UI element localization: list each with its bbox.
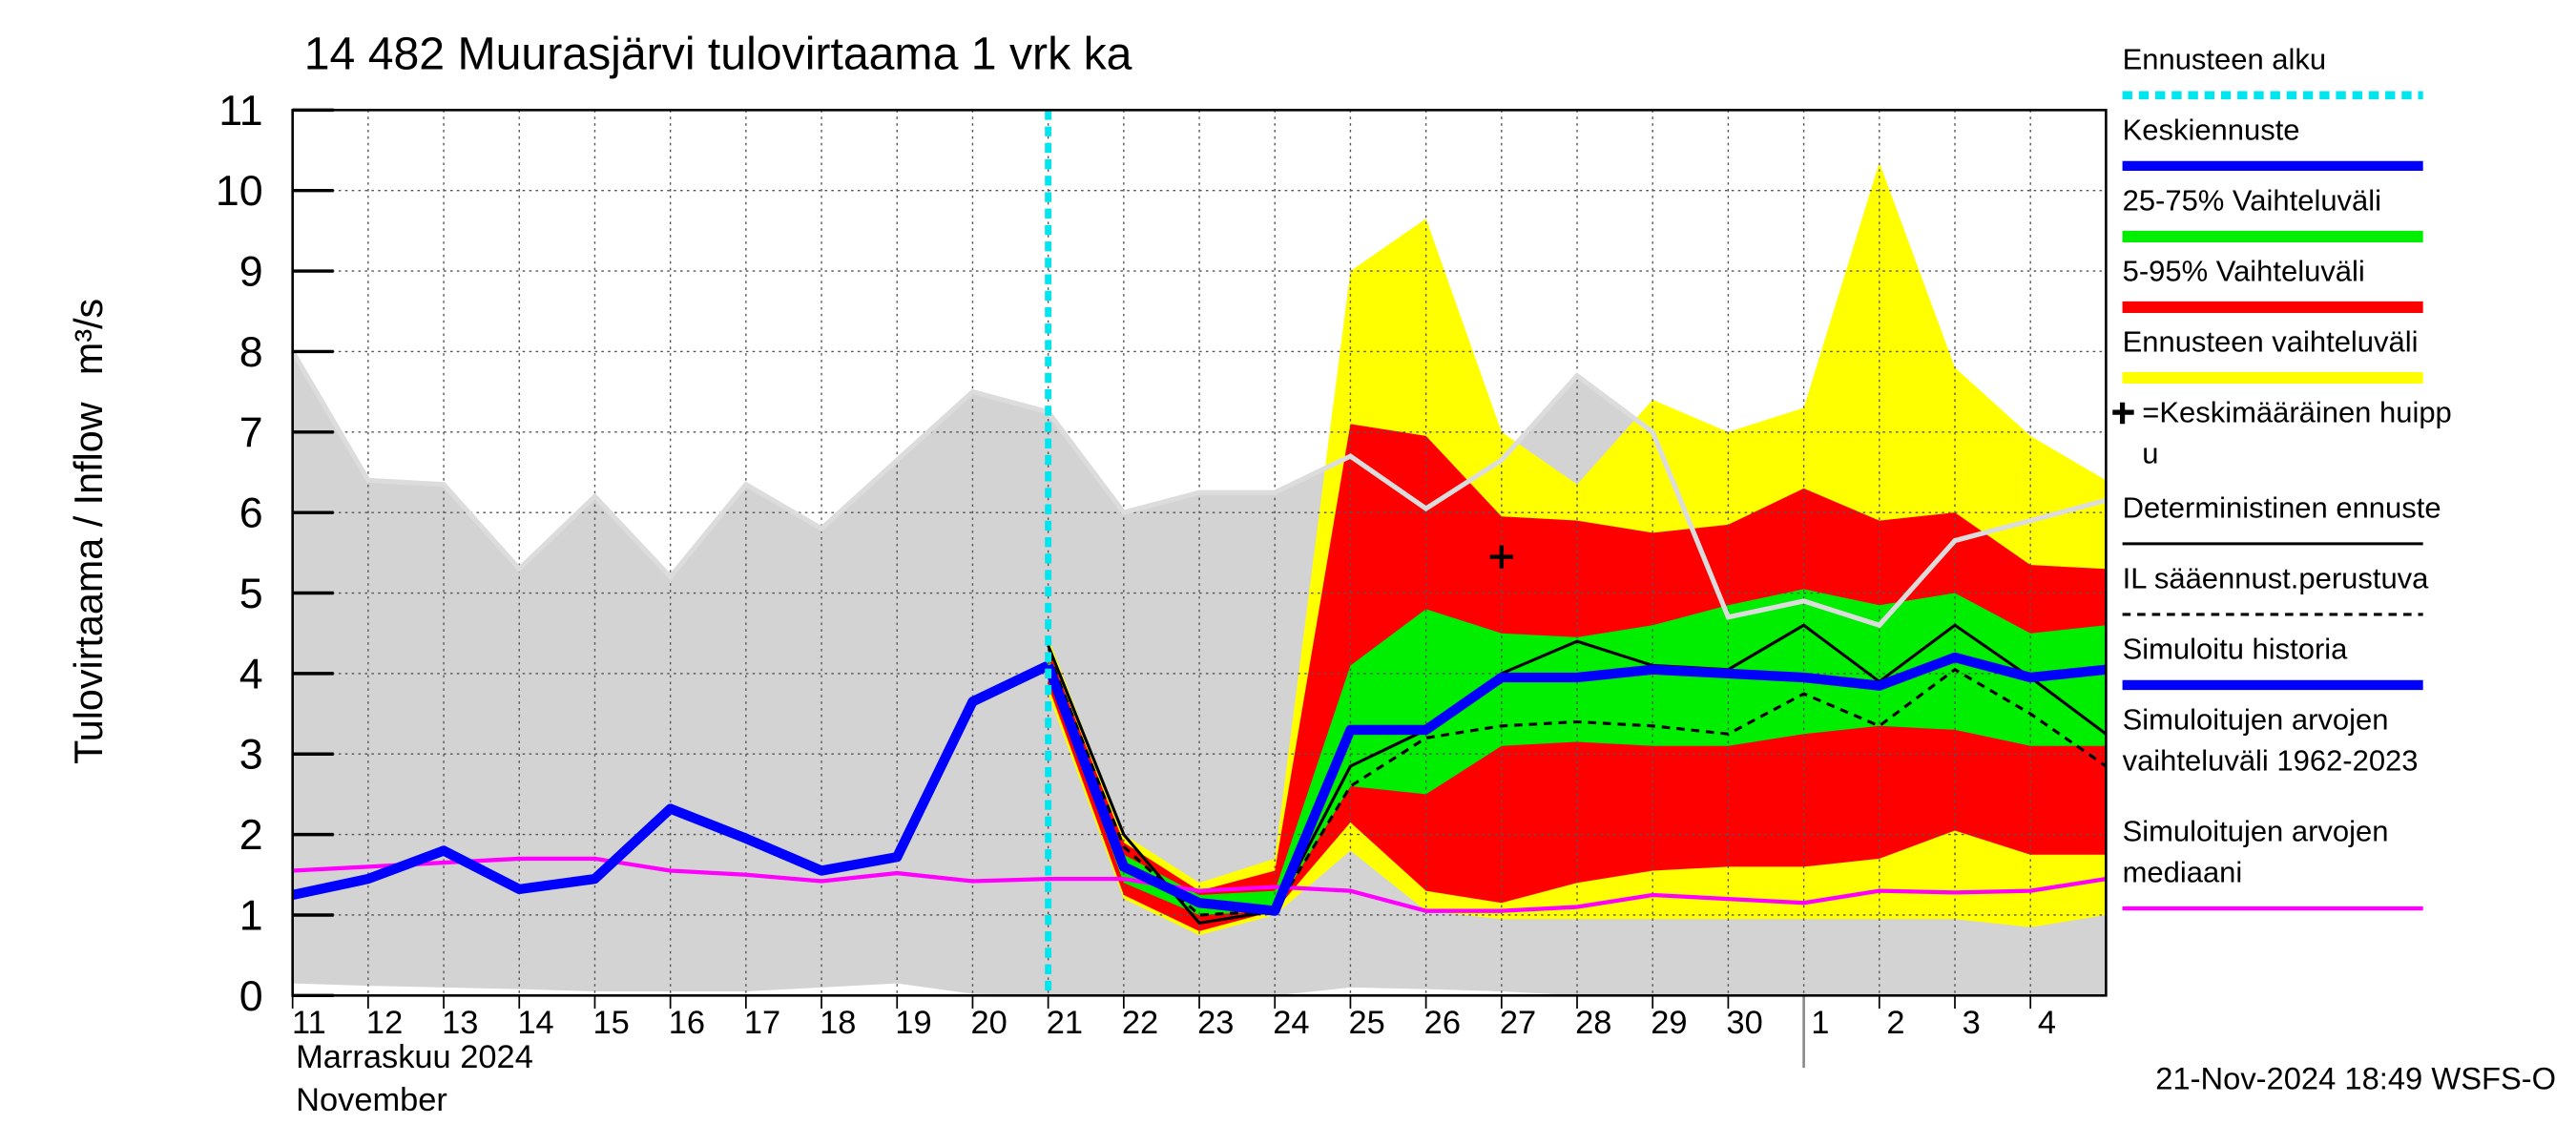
- series-line: [292, 856, 2107, 913]
- x-tick-label: 4: [2038, 1005, 2056, 1041]
- y-tick-label: 8: [239, 328, 263, 376]
- x-tick-label: 29: [1651, 1005, 1687, 1041]
- x-tick-label: 2: [1886, 1005, 1904, 1041]
- x-tick-label: 21: [1047, 1005, 1083, 1041]
- y-tick-label: 9: [239, 248, 263, 296]
- x-tick-label: 11: [292, 1005, 326, 1041]
- plot-frame: [291, 109, 2108, 997]
- x-tick-label: 28: [1575, 1005, 1611, 1041]
- legend-label: mediaani: [2123, 856, 2243, 889]
- series-line: [1047, 653, 2108, 917]
- x-tick-label: 3: [1963, 1005, 1981, 1041]
- y-tick-label: 4: [239, 650, 263, 697]
- legend-label: Ennusteen vaihteluväli: [2123, 324, 2419, 358]
- x-tick-label: 12: [366, 1005, 403, 1041]
- x-tick-label: 25: [1348, 1005, 1384, 1041]
- legend-label: Keskiennuste: [2123, 113, 2300, 146]
- x-tick-label: 17: [744, 1005, 780, 1041]
- x-sublabel: Marraskuu 2024: [296, 1039, 533, 1075]
- x-tick-label: 23: [1197, 1005, 1234, 1041]
- series-line: [1043, 652, 2107, 916]
- legend-label: Simuloitu historia: [2123, 632, 2349, 665]
- y-tick-label: 7: [239, 408, 263, 456]
- legend-label: 25-75% Vaihteluväli: [2123, 183, 2381, 217]
- x-tick-label: 20: [971, 1005, 1008, 1041]
- x-tick-label: 27: [1500, 1005, 1536, 1041]
- y-tick-label: 11: [218, 87, 262, 135]
- legend-label: u: [2142, 437, 2158, 470]
- series-line: [291, 660, 1050, 901]
- x-tick-label: 14: [517, 1005, 553, 1041]
- y-tick-label: 6: [239, 489, 263, 537]
- y-tick-label: 2: [239, 811, 263, 859]
- x-tick-label: 24: [1273, 1005, 1309, 1041]
- legend-label: Deterministinen ennuste: [2123, 490, 2441, 524]
- x-tick-label: 15: [593, 1005, 630, 1041]
- x-tick-label: 19: [895, 1005, 931, 1041]
- x-sublabel: November: [296, 1082, 447, 1118]
- y-tick-label: 5: [239, 570, 263, 617]
- x-tick-label: 26: [1424, 1005, 1461, 1041]
- y-tick-label: 1: [239, 891, 263, 939]
- legend-label: Simuloitujen arvojen: [2123, 814, 2389, 847]
- x-tick-label: 30: [1726, 1005, 1762, 1041]
- y-tick-label: 0: [239, 972, 263, 1020]
- legend-label: IL sääennust.perustuva: [2123, 561, 2430, 594]
- legend-label: Simuloitujen arvojen: [2123, 702, 2389, 736]
- legend-marker: [2112, 402, 2134, 425]
- band-edge: [290, 350, 2108, 629]
- footer: 21-Nov-2024 18:49 WSFS-O: [2155, 1060, 2556, 1095]
- x-tick-label: 22: [1122, 1005, 1158, 1041]
- peak-marker: [1489, 545, 1513, 569]
- series-line: [1047, 623, 2108, 925]
- x-tick-label: 13: [442, 1005, 478, 1041]
- y-axis-unit: m³/s: [67, 299, 111, 375]
- x-tick-label: 1: [1811, 1005, 1829, 1041]
- legend-label: Ennusteen alku: [2123, 42, 2327, 75]
- lines-layer: [290, 110, 2108, 996]
- legend-label: vaihteluväli 1962-2023: [2123, 743, 2419, 777]
- y-tick-label: 3: [239, 731, 263, 779]
- x-tick-label: 16: [669, 1005, 705, 1041]
- x-tick-label: 18: [820, 1005, 856, 1041]
- legend-label: =Keskimääräinen huipp: [2142, 395, 2452, 428]
- chart-title: 14 482 Muurasjärvi tulovirtaama 1 vrk ka: [304, 28, 1132, 79]
- band-area: [1048, 589, 2107, 915]
- legend-label: 5-95% Vaihteluväli: [2123, 254, 2365, 287]
- y-axis-label: Tulovirtaama / Inflow: [67, 402, 111, 764]
- y-tick-label: 10: [216, 167, 263, 215]
